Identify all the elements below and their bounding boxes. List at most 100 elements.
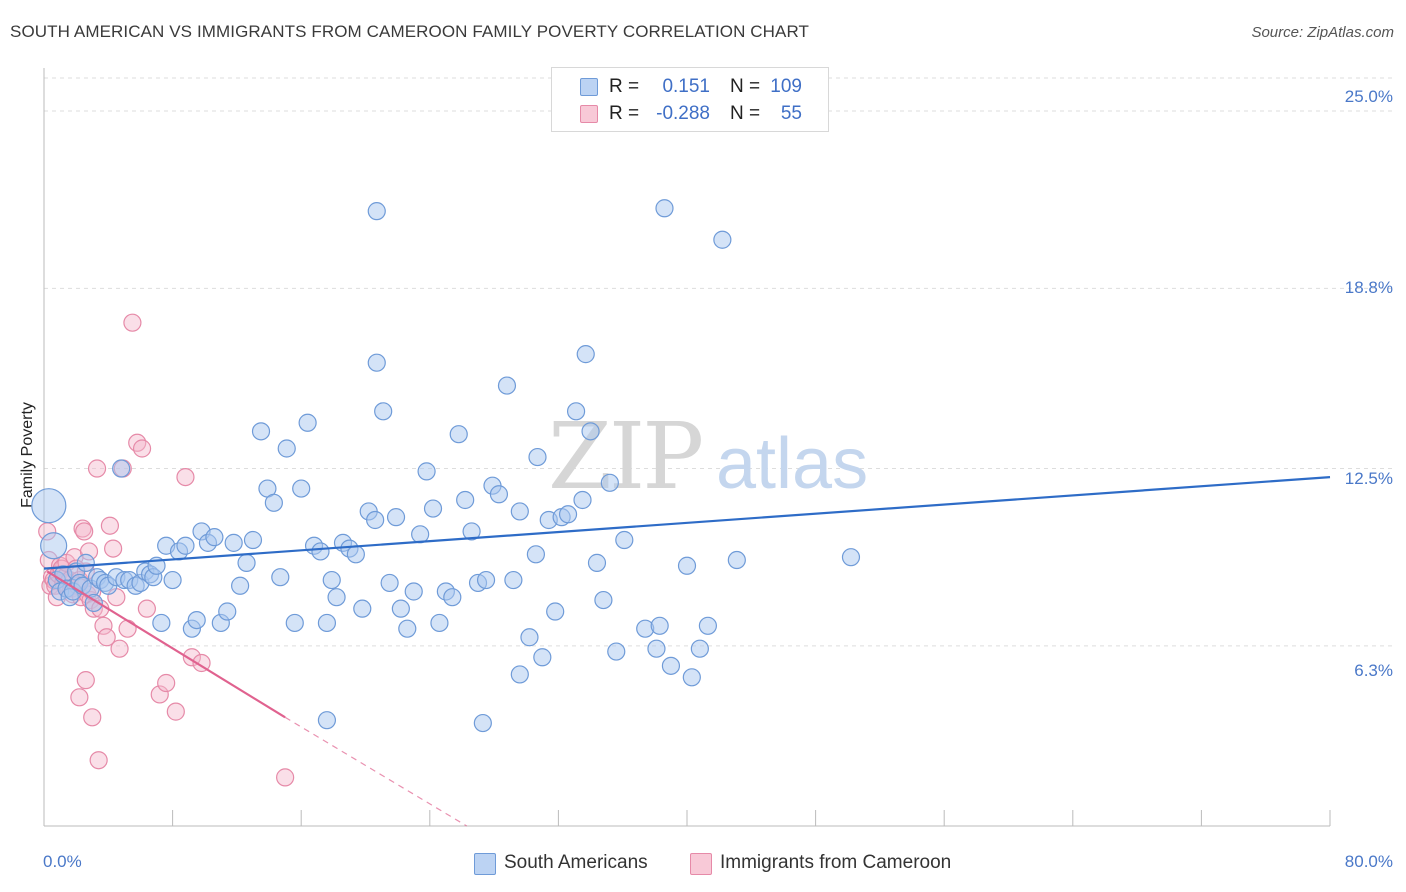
- legend-r-value: -0.288: [656, 103, 710, 124]
- data-point-south-americans: [510, 665, 529, 684]
- axes: [43, 68, 1331, 827]
- data-point-south-americans: [237, 553, 256, 572]
- data-point-south-americans: [391, 599, 410, 618]
- legend: R = 0.151 N = 109 R = -0.288 N = 55: [551, 67, 829, 132]
- data-point-south-americans: [353, 599, 372, 618]
- data-point-south-americans: [311, 542, 330, 561]
- legend-swatch-blue: [580, 78, 598, 96]
- data-point-cameroon: [110, 639, 129, 658]
- data-point-south-americans: [327, 588, 346, 607]
- trend-lines: [43, 476, 1331, 827]
- data-point-south-americans: [594, 590, 613, 610]
- data-point-south-americans: [462, 522, 481, 541]
- bottom-legend-swatch-pink: [690, 853, 712, 875]
- data-point-south-americans: [285, 613, 304, 633]
- data-point-cameroon: [157, 673, 176, 693]
- data-point-south-americans: [231, 576, 250, 595]
- data-point-south-americans: [218, 602, 237, 621]
- data-point-south-americans: [497, 376, 517, 395]
- data-point-south-americans: [243, 530, 263, 550]
- data-point-south-americans: [615, 530, 634, 550]
- watermark-atlas: atlas: [716, 424, 868, 504]
- data-point-cameroon: [150, 685, 169, 704]
- y-tick-label-18-8: 18.8%: [1344, 278, 1393, 297]
- data-point-south-americans: [576, 345, 595, 364]
- data-point-cameroon: [97, 628, 116, 647]
- x-tick-label-min: 0.0%: [43, 852, 82, 871]
- data-point-cameroon: [89, 751, 108, 770]
- data-point-south-americans: [587, 553, 607, 572]
- data-point-south-americans: [677, 556, 697, 575]
- data-point-cameroon: [73, 519, 92, 538]
- series-south-americans-points: [31, 199, 861, 733]
- data-point-south-americans: [661, 656, 681, 675]
- legend-n-label: N =: [730, 76, 761, 97]
- data-point-south-americans: [317, 613, 337, 633]
- data-point-south-americans: [251, 422, 271, 441]
- data-point-south-americans: [443, 588, 462, 607]
- data-point-south-americans: [698, 616, 717, 635]
- data-point-south-americans: [31, 488, 67, 524]
- legend-r-label: R =: [609, 103, 640, 124]
- data-point-south-americans: [727, 550, 746, 570]
- y-tick-label-25: 25.0%: [1344, 87, 1393, 106]
- legend-r-value: 0.151: [662, 76, 710, 97]
- data-point-cameroon: [123, 313, 142, 332]
- data-point-south-americans: [264, 493, 283, 512]
- data-point-cameroon: [70, 688, 89, 707]
- data-point-cameroon: [83, 708, 102, 727]
- data-point-south-americans: [526, 545, 545, 564]
- data-point-south-americans: [224, 533, 243, 552]
- data-point-cameroon: [94, 616, 113, 635]
- data-point-south-americans: [374, 402, 393, 421]
- legend-n-label: N =: [730, 103, 761, 124]
- data-point-south-americans: [566, 402, 586, 421]
- data-point-south-americans: [423, 499, 443, 518]
- data-point-south-americans: [647, 639, 666, 658]
- data-point-south-americans: [607, 642, 626, 661]
- data-point-south-americans: [317, 711, 337, 730]
- data-point-cameroon: [75, 522, 94, 541]
- legend-n-value: 55: [780, 103, 802, 124]
- data-point-south-americans: [713, 230, 732, 249]
- data-point-south-americans: [558, 505, 578, 524]
- data-point-south-americans: [489, 485, 509, 504]
- data-point-south-americans: [546, 602, 565, 621]
- data-point-south-americans: [682, 668, 701, 687]
- data-point-cameroon: [276, 768, 295, 787]
- data-point-south-americans: [386, 508, 406, 527]
- data-point-south-americans: [271, 568, 290, 587]
- data-point-south-americans: [533, 648, 552, 667]
- trend-line-cameroon-extension: [284, 716, 468, 827]
- data-point-south-americans: [473, 713, 492, 733]
- data-point-south-americans: [504, 570, 523, 590]
- data-point-cameroon: [76, 671, 95, 690]
- data-point-cameroon: [87, 459, 107, 478]
- data-point-south-americans: [163, 570, 182, 590]
- data-point-south-americans: [520, 628, 539, 647]
- trend-line-cameroon: [46, 570, 286, 719]
- data-point-south-americans: [650, 616, 669, 635]
- data-point-south-americans: [417, 462, 436, 481]
- data-point-south-americans: [380, 573, 399, 593]
- data-point-south-americans: [346, 545, 365, 564]
- data-point-south-americans: [510, 502, 529, 521]
- data-point-south-americans: [292, 479, 311, 498]
- trend-line-south-americans: [43, 476, 1331, 570]
- data-point-south-americans: [76, 553, 95, 572]
- y-tick-label-12-5: 12.5%: [1344, 469, 1393, 488]
- data-point-south-americans: [366, 510, 385, 530]
- data-point-cameroon: [132, 439, 152, 458]
- watermark: ZIP atlas: [548, 403, 868, 510]
- data-point-south-americans: [528, 447, 547, 467]
- chart-title: SOUTH AMERICAN VS IMMIGRANTS FROM CAMERO…: [10, 22, 810, 41]
- data-point-south-americans: [40, 532, 68, 560]
- y-tick-label-6-3: 6.3%: [1354, 661, 1393, 680]
- data-point-south-americans: [456, 490, 475, 510]
- data-point-south-americans: [398, 619, 417, 638]
- watermark-zip: ZIP: [548, 403, 701, 510]
- data-point-south-americans: [600, 473, 619, 492]
- data-point-south-americans: [277, 439, 296, 458]
- data-point-cameroon: [128, 433, 147, 452]
- legend-r-label: R =: [609, 76, 640, 97]
